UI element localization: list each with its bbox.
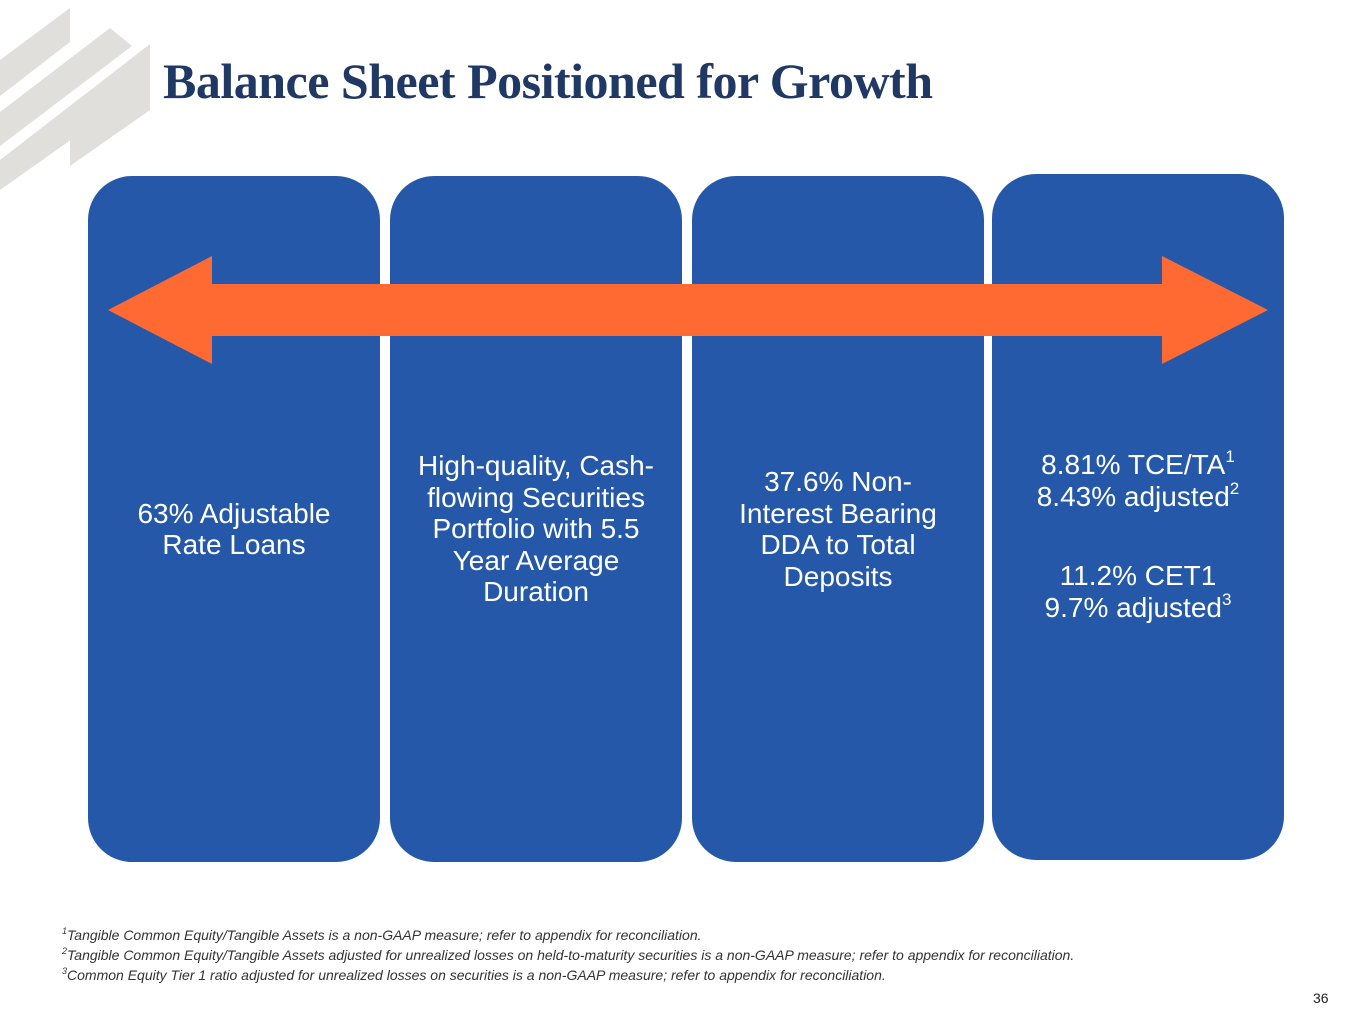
card-text: 37.6% Non-Interest Bearing DDA to Total … bbox=[739, 466, 937, 592]
card-text: 63% Adjustable Rate Loans bbox=[137, 497, 331, 561]
capital-ratios-text: 8.81% TCE/TA1 8.43% adjusted2 11.2% CET1… bbox=[1037, 411, 1240, 623]
cet1-adjusted-line: 9.7% adjusted3 bbox=[1044, 589, 1232, 623]
footnote-3: 3Common Equity Tier 1 ratio adjusted for… bbox=[62, 966, 886, 984]
tce-ta-adjusted-line: 8.43% adjusted2 bbox=[1036, 478, 1240, 512]
cet1-line: 11.2% CET1 bbox=[1059, 560, 1217, 591]
footnote-1: 1Tangible Common Equity/Tangible Assets … bbox=[62, 926, 702, 944]
page-number: 36 bbox=[1313, 990, 1329, 1006]
footnote-2: 2Tangible Common Equity/Tangible Assets … bbox=[62, 946, 1075, 964]
card-text: High-quality, Cash-flowing Securities Po… bbox=[417, 450, 655, 608]
tce-ta-line: 8.81% TCE/TA1 bbox=[1041, 447, 1235, 480]
double-arrow-icon bbox=[108, 256, 1268, 364]
logo-stripes-icon bbox=[0, 8, 150, 190]
page-title: Balance Sheet Positioned for Growth bbox=[163, 53, 933, 109]
footnotes: 1Tangible Common Equity/Tangible Assets … bbox=[62, 925, 1074, 985]
